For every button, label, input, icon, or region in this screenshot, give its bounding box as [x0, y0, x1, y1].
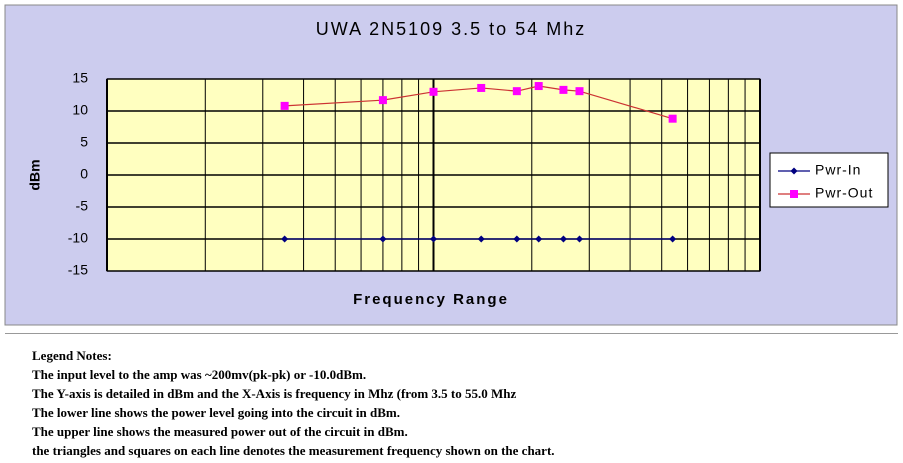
- x-axis-label: Frequency Range: [353, 291, 509, 308]
- marker: [477, 235, 485, 243]
- marker: [512, 87, 521, 96]
- y-tick-label: -10: [68, 230, 88, 246]
- legend-box: [769, 152, 889, 208]
- marker: [559, 85, 568, 94]
- marker: [559, 235, 567, 243]
- chart-title: UWA 2N5109 3.5 to 54 Mhz: [316, 19, 586, 39]
- y-tick-label: 15: [72, 70, 88, 86]
- marker: [668, 114, 677, 123]
- marker: [430, 235, 437, 243]
- legend-marker: [790, 190, 798, 198]
- marker: [575, 87, 584, 96]
- separator: [5, 333, 898, 334]
- y-tick-label: -15: [68, 262, 88, 278]
- marker: [513, 235, 521, 243]
- marker: [378, 96, 387, 105]
- legend-label: Pwr-Out: [815, 185, 873, 201]
- marker: [281, 235, 289, 243]
- y-tick-label: 0: [80, 166, 88, 182]
- note-line: The upper line shows the measured power …: [32, 424, 408, 439]
- legend-marker: [790, 167, 798, 175]
- marker: [534, 82, 543, 91]
- legend-label: Pwr-In: [815, 162, 861, 178]
- marker: [575, 235, 583, 243]
- marker: [669, 235, 677, 243]
- y-axis-label: dBm: [27, 159, 43, 190]
- plot-border: [106, 78, 761, 272]
- marker: [477, 83, 486, 92]
- marker: [535, 235, 543, 243]
- notes: Legend Notes: The input level to the amp…: [32, 346, 555, 460]
- chart: UWA 2N5109 3.5 to 54 Mhz Frequency Range…: [4, 4, 898, 326]
- note-line: the triangles and squares on each line d…: [32, 443, 555, 458]
- y-tick-label: 5: [80, 134, 88, 150]
- note-line: The input level to the amp was ~200mv(pk…: [32, 367, 367, 382]
- note-line: The Y-axis is detailed in dBm and the X-…: [32, 386, 517, 401]
- y-tick-label: -5: [76, 198, 89, 214]
- marker: [429, 87, 438, 96]
- note-line: The lower line shows the power level goi…: [32, 405, 400, 420]
- marker: [280, 101, 289, 110]
- y-tick-label: 10: [72, 102, 88, 118]
- notes-title: Legend Notes:: [32, 348, 112, 363]
- marker: [379, 235, 387, 243]
